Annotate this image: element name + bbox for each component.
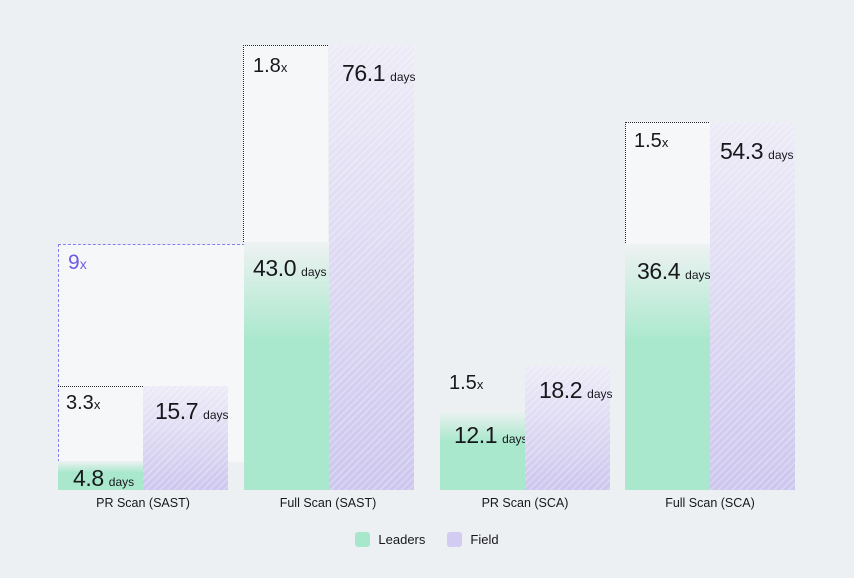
- value-label: 15.7 days: [155, 398, 229, 424]
- value-label: 43.0 days: [253, 255, 327, 281]
- category-label-pr-scan-sca: PR Scan (SCA): [481, 496, 569, 510]
- value-label: 18.2 days: [539, 377, 613, 403]
- multiplier-label-group1: 3.3x: [66, 392, 101, 414]
- ratio-annotation-line-group1: [58, 386, 143, 387]
- legend-item-leaders: Leaders: [355, 532, 425, 547]
- legend-item-field: Field: [447, 532, 499, 547]
- value-label: 54.3 days: [720, 138, 794, 164]
- bar-field-full-scan-sca: 54.3 days: [710, 122, 795, 490]
- category-label-full-scan-sca: Full Scan (SCA): [665, 496, 755, 510]
- legend-label: Field: [470, 532, 499, 547]
- ratio-annotation-box-group2: [243, 45, 328, 242]
- multiplier-label-9x: 9x: [68, 251, 87, 274]
- multiplier-label-group2: 1.8x: [253, 55, 288, 77]
- multiplier-label-group3: 1.5x: [449, 372, 484, 394]
- ratio-annotation-box-group4: [625, 122, 711, 245]
- bar-leaders-full-scan-sast: 43.0 days: [244, 242, 329, 490]
- legend-swatch-leaders: [355, 532, 371, 547]
- legend: Leaders Field: [0, 532, 854, 547]
- bar-leaders-pr-scan-sast: 4.8 days: [58, 461, 143, 491]
- legend-label: Leaders: [378, 532, 426, 547]
- value-label: 76.1 days: [342, 60, 416, 86]
- value-label: 12.1 days: [454, 422, 528, 448]
- bar-field-full-scan-sast: 76.1 days: [329, 45, 416, 490]
- value-label: 36.4 days: [637, 258, 711, 284]
- category-label-full-scan-sast: Full Scan (SAST): [279, 496, 377, 510]
- bar-field-pr-scan-sast: 15.7 days: [143, 386, 229, 490]
- multiplier-label-group4: 1.5x: [634, 130, 669, 152]
- legend-swatch-field: [447, 532, 463, 547]
- category-label-pr-scan-sast: PR Scan (SAST): [96, 496, 190, 510]
- bar-field-pr-scan-sca: 18.2 days: [525, 366, 613, 490]
- bar-leaders-pr-scan-sca: 12.1 days: [440, 410, 528, 490]
- bar-leaders-full-scan-sca: 36.4 days: [625, 244, 711, 490]
- value-label: 4.8 days: [73, 465, 135, 491]
